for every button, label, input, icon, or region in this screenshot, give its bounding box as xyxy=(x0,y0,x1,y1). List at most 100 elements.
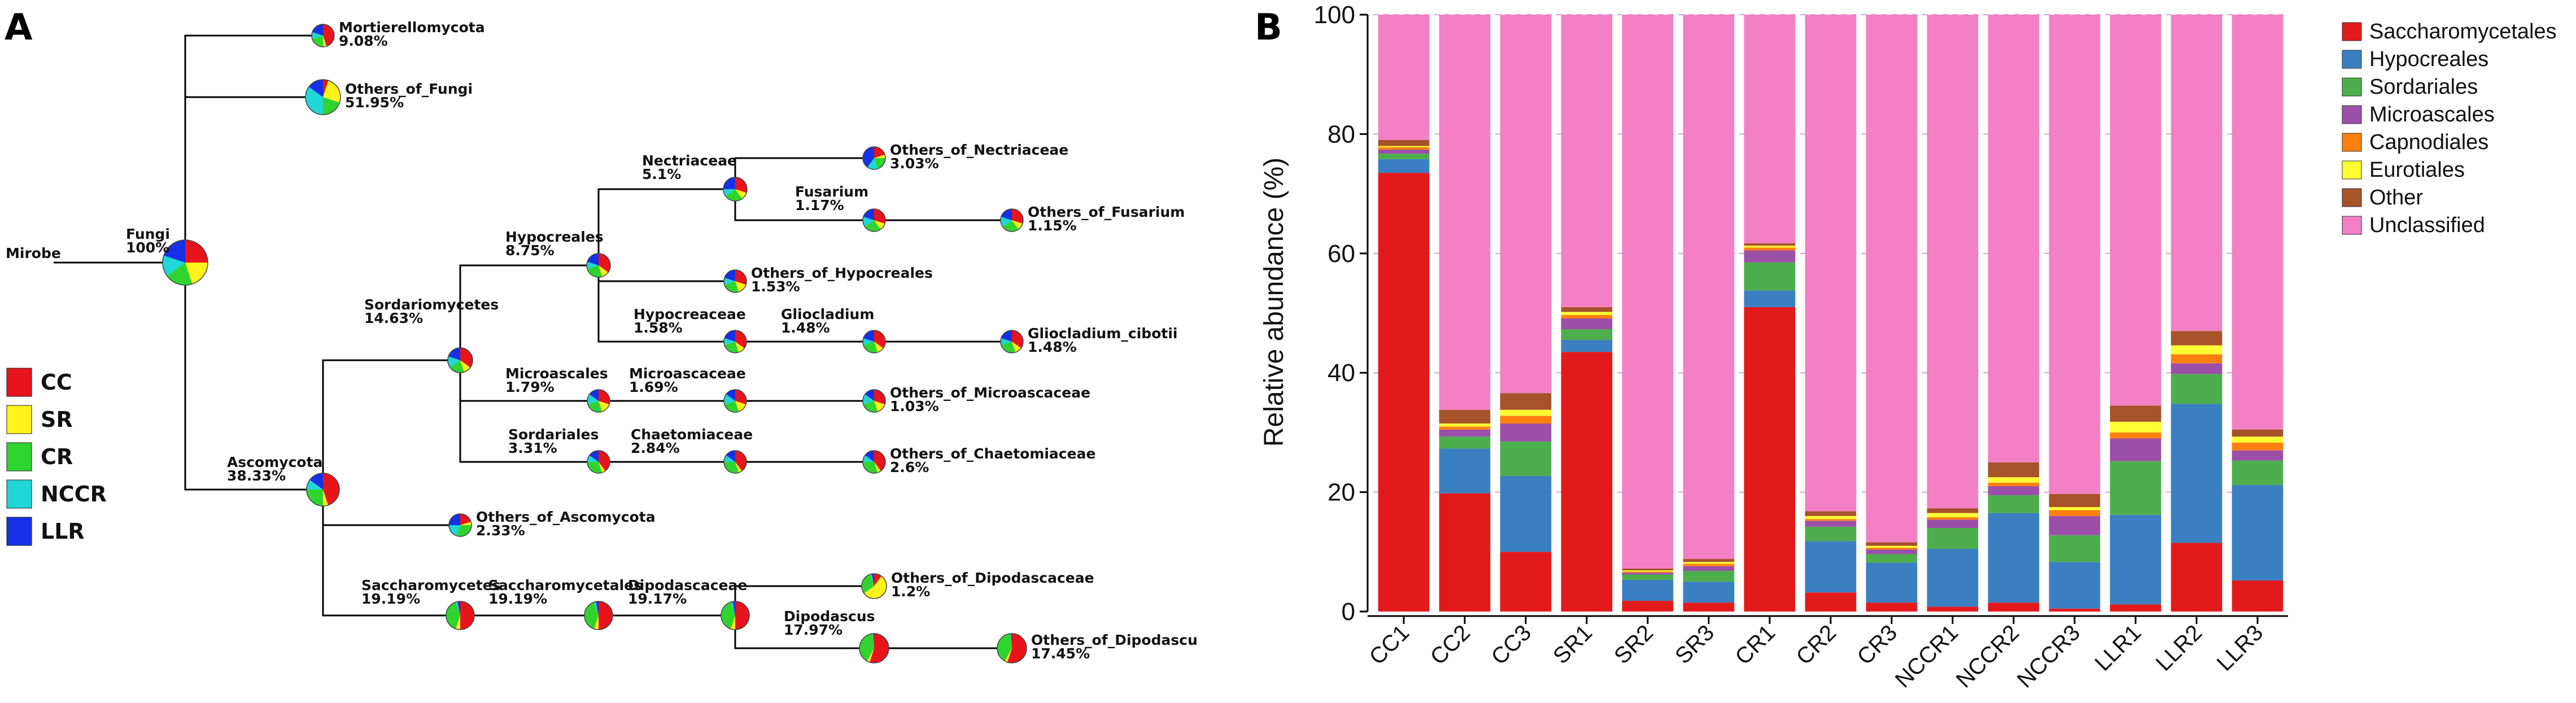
bar-segment-other xyxy=(1988,462,2040,478)
bar-segment-eurotiales xyxy=(2232,436,2284,443)
node-name: Saccharomycetales xyxy=(488,577,642,593)
x-tick-label: SR2 xyxy=(1609,620,1658,669)
bar-segment-microascales xyxy=(1561,318,1613,330)
bar-segment-hypocreales xyxy=(1439,448,1491,494)
bar-segment-sordariales xyxy=(1988,495,2040,513)
bar-segment-eurotiales xyxy=(1988,477,2040,483)
pie-gliocladium_cibotii-outline xyxy=(1000,330,1024,353)
node-name: Saccharomycetes xyxy=(361,577,501,593)
tree-edge-hypocreales xyxy=(459,264,587,360)
node-name: Others_of_Nectriaceae xyxy=(890,142,1068,158)
pie-gliocladium-slice-0 xyxy=(874,330,885,348)
node-value: 2.6% xyxy=(890,459,929,475)
node-name: Others_of_Fungi xyxy=(345,81,473,97)
pie-others_dipodascaceae-slice-0 xyxy=(874,574,881,586)
bar-segment-eurotiales xyxy=(1744,246,1796,248)
bar-segment-hypocreales xyxy=(2232,484,2284,581)
bar-segment-microascales xyxy=(1622,573,1674,575)
bar-segment-eurotiales xyxy=(1805,516,1857,519)
pie-hypocreales-slice-4 xyxy=(587,254,599,265)
bar-segment-other xyxy=(2049,494,2101,508)
bar-segment-eurotiales xyxy=(1500,409,1552,416)
sample-legend-label: CC xyxy=(41,370,72,395)
bar-segment-other xyxy=(2110,405,2162,422)
node-name: Hypocreales xyxy=(505,229,604,245)
pie-dipodascus-outline xyxy=(859,633,889,663)
pie-others_dipodascaceae-outline xyxy=(861,573,887,599)
bar-LLR2 xyxy=(2171,15,2223,612)
legend-swatch xyxy=(2342,188,2362,207)
pie-fungi-outline xyxy=(162,239,208,286)
bar-segment-capnodiales xyxy=(1866,547,1918,550)
bars xyxy=(1378,15,2284,612)
bar-segment-unclassified xyxy=(2110,15,2162,406)
pie-others_hypocreales-slice-4 xyxy=(724,270,735,281)
pie-dipodascus-slice-4 xyxy=(873,634,874,648)
bar-CR2 xyxy=(1805,15,1857,612)
tree-edge-sordariomycetes xyxy=(322,359,448,490)
pie-fungi-slice-2 xyxy=(167,263,193,285)
bar-segment-unclassified xyxy=(1378,15,1430,140)
pie-sordariomycetes-slice-0 xyxy=(460,348,473,368)
node-name: Dipodascaceae xyxy=(628,577,747,593)
pie-others_ascomycota-slice-1 xyxy=(460,521,471,525)
bar-segment-microascales xyxy=(1744,250,1796,263)
node-value: 1.03% xyxy=(890,398,939,414)
bar-segment-saccharomycetales xyxy=(1561,352,1613,612)
pie-others_dipodascaceae-slice-1 xyxy=(864,576,887,599)
sample-legend-swatch xyxy=(6,479,32,509)
pie-hypocreaceae-outline xyxy=(723,330,747,353)
tree-edges xyxy=(54,34,1001,649)
bar-segment-sordariales xyxy=(1866,554,1918,563)
pie-sordariomycetes-slice-1 xyxy=(460,360,470,372)
x-tick-label: CC2 xyxy=(1426,620,1475,670)
pie-others_dipodascu-slice-0 xyxy=(1007,634,1027,663)
node-value: 38.33% xyxy=(227,468,286,484)
pie-fungi-slice-0 xyxy=(185,240,208,263)
bar-segment-sordariales xyxy=(1622,574,1674,580)
pie-microascaceae-slice-1 xyxy=(735,401,746,412)
node-value: 2.33% xyxy=(476,522,525,539)
pie-fungi-slice-1 xyxy=(185,263,208,285)
bar-segment-capnodiales xyxy=(1683,564,1735,566)
pie-chaetomiaceae-slice-2 xyxy=(724,462,739,473)
pie-chaetomiaceae-slice-1 xyxy=(735,462,742,473)
bar-SR1 xyxy=(1561,15,1613,612)
pie-others_dipodascu-slice-3 xyxy=(1010,634,1012,648)
node-value: 1.48% xyxy=(781,320,830,336)
legend-label: Eurotiales xyxy=(2369,158,2465,182)
pie-sordariales-slice-2 xyxy=(587,462,602,473)
bar-segment-other xyxy=(1622,568,1674,571)
bar-segment-unclassified xyxy=(1439,15,1491,410)
legend-label: Capnodiales xyxy=(2369,130,2488,154)
bar-segment-eurotiales xyxy=(1683,562,1735,564)
pie-others_chaetomiaceae-outline xyxy=(862,450,886,474)
pie-others_microascaceae-outline xyxy=(862,389,886,413)
legend-item: Hypocreales xyxy=(2342,47,2488,71)
pie-others_fungi-slice-3 xyxy=(305,86,323,115)
pie-ascomycota-slice-3 xyxy=(307,479,323,490)
sample-legend-swatch xyxy=(6,517,32,546)
pie-gliocladium_cibotii-slice-1 xyxy=(1012,342,1021,353)
x-tick-label: SR1 xyxy=(1548,620,1597,669)
tree-edge-sordariales xyxy=(459,360,587,463)
legend-label: Microascales xyxy=(2369,103,2495,126)
sample-legend-swatch xyxy=(6,368,32,397)
pie-others_microascaceae-slice-1 xyxy=(874,401,885,412)
pie-gliocladium-slice-4 xyxy=(863,330,874,342)
node-value: 5.1% xyxy=(642,166,681,182)
pie-others_chaetomiaceae-slice-3 xyxy=(863,455,874,462)
pie-gliocladium-slice-3 xyxy=(863,338,874,346)
bar-segment-hypocreales xyxy=(2049,562,2101,609)
pie-others_chaetomiaceae-slice-0 xyxy=(874,451,885,471)
pie-others_fungi-outline xyxy=(305,79,341,115)
pie-mortierellomycota-slice-4 xyxy=(312,24,323,36)
node-name: Others_of_Ascomycota xyxy=(476,509,656,525)
bar-NCCR2 xyxy=(1988,15,2040,612)
pie-dipodascus-slice-0 xyxy=(869,634,889,663)
x-tick-label: CR3 xyxy=(1853,620,1902,670)
